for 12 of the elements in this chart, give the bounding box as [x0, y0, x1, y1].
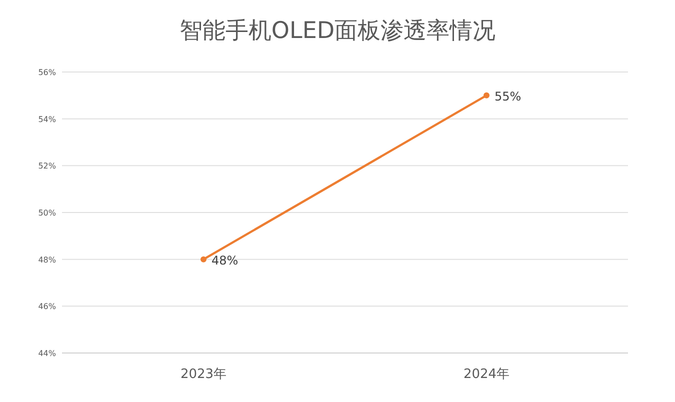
- data-label: 55%: [494, 89, 522, 104]
- y-tick-label: 52%: [38, 162, 56, 171]
- y-tick-label: 44%: [38, 349, 56, 358]
- y-tick-label: 48%: [38, 255, 56, 264]
- y-tick-label: 56%: [38, 68, 56, 77]
- y-tick-label: 50%: [38, 208, 56, 218]
- y-tick-label: 54%: [38, 114, 56, 124]
- y-tick-label: 46%: [38, 302, 56, 312]
- x-tick-label: 2023年: [180, 367, 227, 382]
- x-tick-label: 2024年: [463, 367, 510, 382]
- data-label: 48%: [212, 253, 238, 268]
- chart-title: 智能手机OLED面板渗透率情况: [179, 18, 496, 44]
